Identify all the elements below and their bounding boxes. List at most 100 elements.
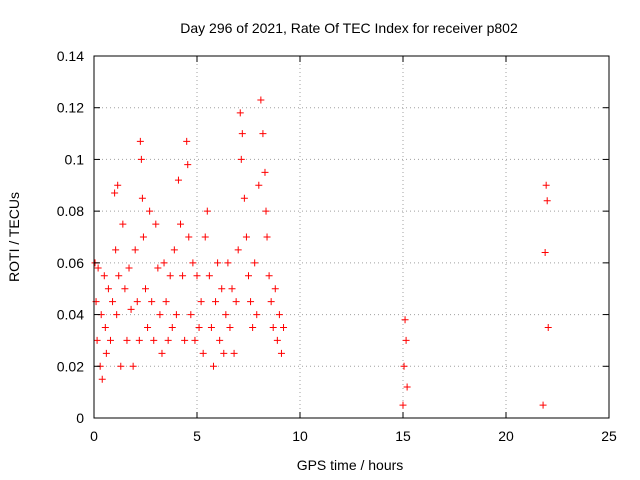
data-point — [146, 207, 154, 215]
x-axis-label: GPS time / hours — [297, 457, 404, 473]
data-point — [144, 324, 152, 331]
y-tick-label: 0.12 — [57, 100, 84, 116]
data-point — [400, 362, 408, 370]
data-point — [247, 298, 255, 306]
data-point — [136, 137, 144, 145]
data-point — [181, 336, 189, 344]
data-point — [240, 194, 248, 202]
data-point — [249, 324, 257, 331]
data-point — [142, 285, 149, 293]
data-point — [267, 298, 275, 306]
data-point — [106, 336, 114, 344]
data-point — [403, 383, 411, 391]
data-point — [230, 349, 238, 357]
data-point — [111, 189, 119, 197]
data-point — [541, 249, 549, 257]
grid — [94, 56, 609, 418]
data-point — [154, 264, 162, 272]
data-point — [265, 272, 273, 280]
x-tick-label: 10 — [292, 428, 308, 444]
data-point — [259, 130, 267, 138]
data-point — [135, 336, 143, 344]
data-point — [170, 246, 178, 254]
data-point — [273, 336, 281, 344]
data-point — [222, 311, 230, 319]
data-point — [542, 181, 550, 189]
x-tick-label: 25 — [601, 428, 617, 444]
data-point — [115, 272, 123, 280]
data-point — [271, 285, 279, 293]
y-tick-label: 0.14 — [57, 48, 84, 64]
data-point — [187, 311, 195, 319]
data-point — [544, 324, 552, 331]
y-tick-label: 0.08 — [57, 203, 84, 219]
y-tick-label: 0.1 — [65, 151, 85, 167]
data-point — [184, 161, 192, 169]
data-point — [203, 207, 211, 215]
data-point — [162, 298, 170, 306]
data-point — [543, 197, 551, 205]
data-point — [539, 401, 547, 409]
data-point — [127, 305, 135, 313]
data-point — [245, 272, 252, 280]
data-point — [191, 336, 199, 344]
data-point — [193, 272, 201, 280]
x-tick-label: 20 — [498, 428, 514, 444]
data-point — [207, 324, 215, 331]
data-point — [177, 220, 185, 228]
data-point — [114, 181, 122, 189]
y-axis-label: ROTI / TECUs — [6, 192, 22, 282]
plot-frame — [93, 55, 610, 419]
data-point — [275, 311, 283, 319]
data-point — [401, 316, 409, 324]
x-tick-label: 15 — [395, 428, 411, 444]
data-point — [205, 272, 213, 280]
data-point — [399, 401, 407, 409]
data-point — [214, 259, 222, 267]
data-point — [226, 324, 234, 331]
data-point — [237, 155, 245, 163]
data-point — [277, 349, 285, 357]
data-point — [174, 176, 182, 184]
data-point — [156, 311, 164, 319]
data-point — [263, 233, 271, 241]
data-point — [216, 336, 224, 344]
data-point — [93, 336, 101, 344]
data-point — [257, 96, 265, 104]
y-tick-label: 0.02 — [57, 358, 84, 374]
data-point — [236, 109, 244, 117]
data-point — [139, 233, 147, 241]
data-point — [148, 298, 156, 306]
data-point — [218, 285, 226, 293]
data-point — [220, 349, 228, 357]
data-point — [123, 336, 131, 344]
data-point — [119, 220, 127, 228]
data-point — [94, 264, 102, 272]
data-point — [242, 233, 250, 241]
data-point — [104, 285, 112, 293]
data-point — [109, 298, 117, 306]
data-point — [195, 324, 203, 331]
data-point — [112, 246, 120, 254]
data-point — [212, 298, 220, 306]
chart-title: Day 296 of 2021, Rate Of TEC Index for r… — [180, 20, 518, 36]
data-point — [129, 362, 137, 370]
data-point — [172, 311, 180, 319]
data-point — [238, 130, 246, 138]
data-point — [164, 336, 172, 344]
data-point — [150, 336, 158, 344]
x-tick-label: 5 — [193, 428, 201, 444]
data-point — [98, 375, 106, 383]
data-point — [183, 137, 191, 145]
data-point — [137, 155, 145, 163]
data-point — [280, 324, 288, 331]
data-point — [209, 362, 217, 370]
y-tick-label: 0 — [76, 410, 84, 426]
data-point — [224, 259, 232, 267]
data-point — [101, 324, 109, 331]
data-point — [179, 272, 187, 280]
data-point — [402, 336, 410, 344]
data-point — [189, 259, 197, 267]
data-point — [253, 311, 261, 319]
